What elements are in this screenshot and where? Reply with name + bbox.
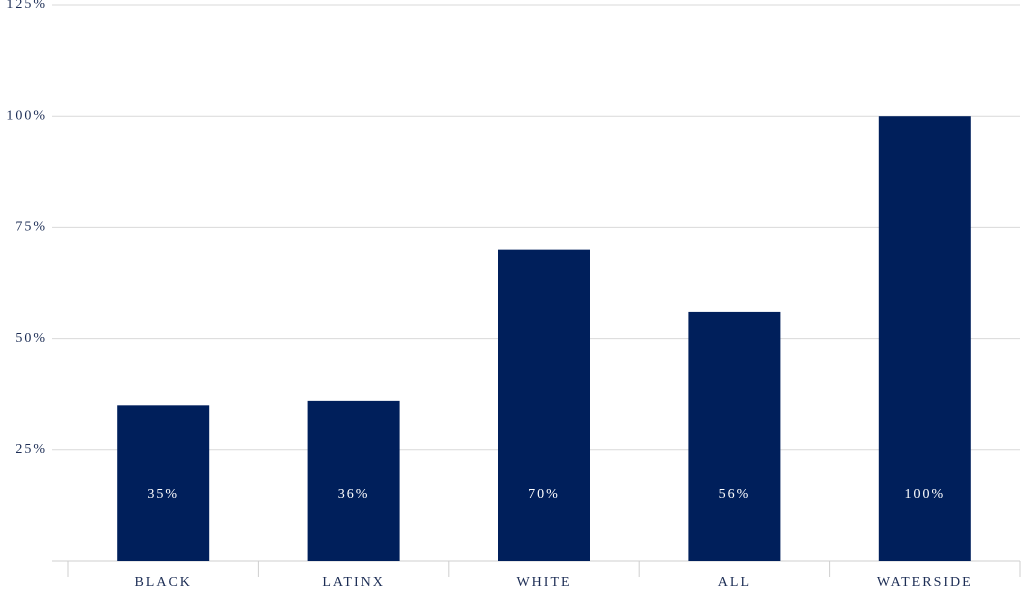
bar	[307, 400, 400, 561]
value-label: 70%	[528, 487, 560, 502]
x-tick-label: LATINX	[322, 575, 385, 589]
y-tick-label: 50%	[15, 331, 47, 346]
value-label: 100%	[904, 487, 945, 502]
x-tick-label: BLACK	[134, 575, 191, 589]
bar	[688, 311, 781, 561]
value-label: 56%	[719, 487, 751, 502]
bar	[878, 116, 971, 561]
x-tick-label: WHITE	[516, 575, 571, 589]
bar	[117, 405, 210, 561]
bar	[498, 249, 590, 561]
y-tick-label: 25%	[15, 442, 47, 457]
x-tick-label: ALL	[718, 575, 751, 589]
y-tick-label: 75%	[15, 220, 47, 235]
value-label: 35%	[147, 487, 179, 502]
x-tick-label: WATERSIDE	[877, 575, 973, 589]
y-tick-label: 100%	[6, 108, 47, 123]
y-tick-label: 125%	[6, 0, 47, 12]
value-label: 36%	[338, 487, 370, 502]
